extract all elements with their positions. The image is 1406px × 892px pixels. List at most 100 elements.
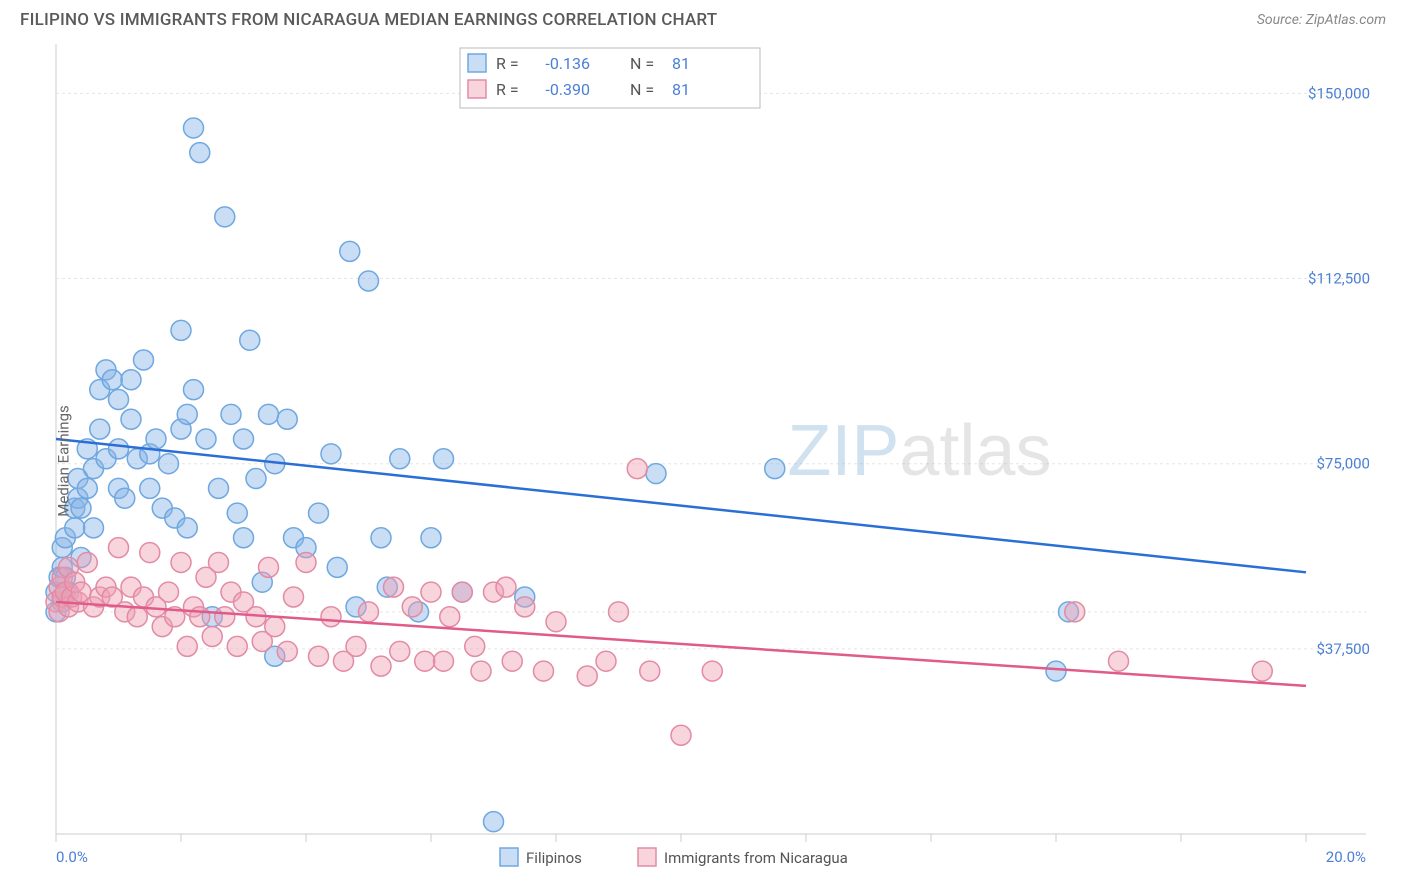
data-point — [452, 582, 472, 602]
data-point — [115, 488, 135, 508]
data-point — [177, 518, 197, 538]
chart-area: Median Earnings $37,500$75,000$112,500$1… — [0, 36, 1406, 886]
y-tick-label: $75,000 — [1316, 455, 1370, 473]
data-point — [434, 449, 454, 469]
data-point — [359, 271, 379, 291]
legend-r-value: -0.136 — [545, 54, 590, 73]
data-point — [627, 459, 647, 479]
data-point — [109, 439, 129, 459]
data-point — [71, 498, 91, 518]
data-point — [390, 641, 410, 661]
data-point — [121, 370, 141, 390]
data-point — [534, 661, 554, 681]
data-point — [77, 552, 97, 572]
y-tick-label: $112,500 — [1308, 270, 1370, 288]
data-point — [765, 459, 785, 479]
data-point — [190, 143, 210, 163]
data-point — [359, 602, 379, 622]
y-axis-label: Median Earnings — [55, 405, 73, 516]
chart-title: FILIPINO VS IMMIGRANTS FROM NICARAGUA ME… — [20, 10, 717, 30]
data-point — [140, 478, 160, 498]
data-point — [259, 557, 279, 577]
series-name: Filipinos — [526, 849, 582, 867]
legend-r-value: -0.390 — [545, 80, 590, 99]
data-point — [371, 656, 391, 676]
data-point — [246, 469, 266, 489]
data-point — [440, 607, 460, 627]
data-point — [646, 464, 666, 484]
data-point — [109, 538, 129, 558]
data-point — [671, 725, 691, 745]
data-point — [1252, 661, 1272, 681]
data-point — [102, 370, 122, 390]
data-point — [234, 429, 254, 449]
data-point — [177, 636, 197, 656]
x-max-label: 20.0% — [1326, 848, 1366, 866]
data-point — [596, 651, 616, 671]
data-point — [209, 478, 229, 498]
legend-r-label: R = — [496, 80, 519, 99]
data-point — [277, 641, 297, 661]
data-point — [240, 330, 260, 350]
legend-r-label: R = — [496, 54, 519, 73]
data-point — [190, 607, 210, 627]
data-point — [321, 607, 341, 627]
data-point — [471, 661, 491, 681]
data-point — [421, 582, 441, 602]
data-point — [515, 597, 535, 617]
data-point — [90, 419, 110, 439]
data-point — [371, 528, 391, 548]
data-point — [277, 409, 297, 429]
data-point — [265, 617, 285, 637]
series-swatch — [500, 848, 518, 866]
data-point — [346, 636, 366, 656]
data-point — [321, 444, 341, 464]
data-point — [184, 380, 204, 400]
data-point — [146, 429, 166, 449]
source-label: Source: ZipAtlas.com — [1257, 12, 1386, 28]
data-point — [434, 651, 454, 671]
data-point — [546, 612, 566, 632]
data-point — [227, 636, 247, 656]
data-point — [284, 587, 304, 607]
y-tick-label: $37,500 — [1316, 640, 1370, 658]
data-point — [465, 636, 485, 656]
data-point — [390, 449, 410, 469]
data-point — [77, 478, 97, 498]
data-point — [309, 646, 329, 666]
data-point — [309, 503, 329, 523]
legend-swatch — [468, 80, 486, 98]
data-point — [234, 528, 254, 548]
series-swatch — [638, 848, 656, 866]
data-point — [184, 118, 204, 138]
data-point — [340, 241, 360, 261]
scatter-chart: $37,500$75,000$112,500$150,0000.0%20.0%R… — [0, 36, 1406, 886]
data-point — [577, 666, 597, 686]
legend-n-value: 81 — [672, 80, 690, 99]
data-point — [159, 454, 179, 474]
legend-swatch — [468, 54, 486, 72]
data-point — [215, 207, 235, 227]
data-point — [140, 543, 160, 563]
data-point — [415, 651, 435, 671]
data-point — [159, 582, 179, 602]
data-point — [84, 518, 104, 538]
data-point — [134, 350, 154, 370]
data-point — [609, 602, 629, 622]
data-point — [502, 651, 522, 671]
data-point — [384, 577, 404, 597]
data-point — [65, 518, 85, 538]
chart-header: FILIPINO VS IMMIGRANTS FROM NICARAGUA ME… — [0, 0, 1406, 36]
data-point — [221, 404, 241, 424]
data-point — [402, 597, 422, 617]
data-point — [1046, 661, 1066, 681]
legend-n-value: 81 — [672, 54, 690, 73]
data-point — [702, 661, 722, 681]
data-point — [171, 552, 191, 572]
data-point — [327, 557, 347, 577]
data-point — [640, 661, 660, 681]
data-point — [496, 577, 516, 597]
y-tick-label: $150,000 — [1308, 84, 1370, 102]
data-point — [227, 503, 247, 523]
data-point — [202, 627, 222, 647]
